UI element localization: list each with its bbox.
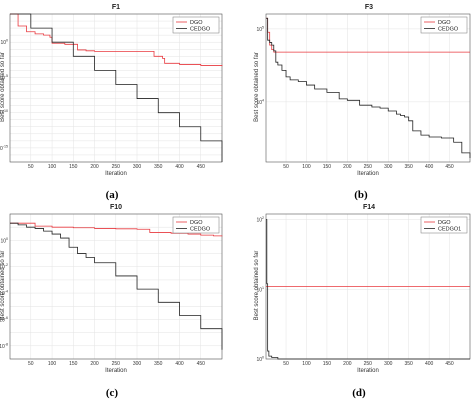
x-tick-label: 300 — [384, 361, 393, 367]
axes-frame — [9, 213, 223, 360]
y-tick-label: 10-5 — [0, 74, 8, 82]
x-tick-label: 100 — [48, 361, 57, 367]
x-tick-label: 350 — [405, 164, 414, 170]
series-line-dgo — [10, 222, 223, 237]
x-tick-label: 250 — [112, 361, 121, 367]
legend-entry: CEDGO — [438, 27, 459, 33]
y-axis-label: Best score obtained so far — [0, 251, 6, 321]
x-tick-label: 200 — [90, 164, 99, 170]
series-line-cedgo — [266, 17, 471, 159]
x-tick-label: 100 — [302, 361, 311, 367]
x-tick-label: 50 — [28, 164, 34, 170]
chart-title: F3 — [365, 4, 373, 11]
x-tick-label: 300 — [133, 361, 142, 367]
legend-entry: CEDGO — [190, 227, 211, 233]
series-line-cedgo — [10, 222, 223, 350]
x-tick-label: 250 — [364, 164, 373, 170]
y-tick-label: 100 — [256, 356, 264, 364]
chart-panel-1: 50 100 150 200 250 300 350 400 450 100 10-5 10-10 10… — [0, 4, 223, 201]
x-axis-label: Iteration — [357, 368, 379, 374]
x-tick-label: 150 — [69, 361, 78, 367]
legend-box — [420, 16, 468, 34]
x-tick-label: 350 — [154, 361, 163, 367]
axes-frame — [9, 13, 223, 163]
x-tick-label: 50 — [28, 361, 34, 367]
x-axis-label: Iteration — [105, 368, 127, 374]
y-tick-label: 102 — [256, 216, 264, 224]
x-tick-label: 350 — [405, 361, 414, 367]
x-tick-label: 450 — [197, 361, 206, 367]
y-tick-label: 100 — [0, 237, 8, 245]
x-tick-label: 300 — [384, 164, 393, 170]
x-tick-label: 400 — [175, 361, 184, 367]
x-axis-label: Iteration — [105, 171, 127, 177]
x-tick-label: 350 — [154, 164, 163, 170]
y-tick-label: 105 — [256, 25, 264, 33]
legend-entry: DGO — [438, 220, 451, 226]
x-tick-label: 400 — [425, 361, 434, 367]
axes-frame — [265, 13, 471, 163]
y-tick-label: 10-15 — [0, 144, 8, 152]
legend-entry: DGO — [190, 220, 203, 226]
panel-caption: (a) — [106, 189, 119, 201]
y-axis-label: Best score obtained so far — [254, 52, 260, 122]
x-tick-label: 400 — [425, 164, 434, 170]
x-tick-label: 150 — [323, 361, 332, 367]
legend-entry: DGO — [438, 20, 451, 26]
x-tick-label: 450 — [445, 361, 454, 367]
y-tick-label: 10-8 — [0, 342, 8, 350]
series-line-cedgo — [10, 13, 223, 162]
legend-entry: CEDGO — [190, 27, 211, 33]
chart-title: F10 — [110, 204, 122, 211]
legend-entry: CEDGO1 — [438, 227, 461, 233]
panel-caption: (d) — [352, 387, 366, 399]
x-tick-label: 50 — [283, 361, 289, 367]
y-tick-label: 104 — [256, 98, 264, 106]
legend-box — [420, 216, 468, 234]
x-tick-label: 250 — [112, 164, 121, 170]
y-tick-label: 101 — [256, 286, 264, 294]
panel-caption: (b) — [354, 189, 368, 201]
chart-panel-4: 50 100 150 200 250 300 350 400 450 102 101 100 F14 It… — [254, 204, 471, 399]
y-tick-label: 10-2 — [0, 263, 8, 271]
y-axis-label: Best score obtained so far — [254, 251, 260, 321]
panel-caption: (c) — [106, 387, 119, 399]
x-tick-label: 100 — [48, 164, 57, 170]
y-tick-label: 10-6 — [0, 316, 8, 324]
chart-panel-3: 50 100 150 200 250 300 350 400 450 100 10-2 10-4 10-… — [0, 204, 223, 399]
chart-title: F1 — [112, 4, 120, 11]
x-tick-label: 150 — [69, 164, 78, 170]
x-tick-label: 400 — [175, 164, 184, 170]
x-tick-label: 150 — [323, 164, 332, 170]
chart-panel-2: 50 100 150 200 250 300 350 400 450 105 104 F3 Iterat… — [254, 4, 471, 201]
series-line-cedgo1 — [266, 219, 470, 360]
x-tick-label: 250 — [364, 361, 373, 367]
x-tick-label: 200 — [90, 361, 99, 367]
y-tick-label: 10-4 — [0, 290, 8, 298]
x-axis-label: Iteration — [357, 171, 379, 177]
chart-title: F14 — [363, 204, 375, 211]
legend-box — [172, 16, 220, 34]
x-tick-label: 200 — [343, 361, 352, 367]
x-tick-label: 100 — [302, 164, 311, 170]
x-tick-label: 50 — [283, 164, 289, 170]
x-tick-label: 200 — [343, 164, 352, 170]
x-tick-label: 450 — [197, 164, 206, 170]
legend-box — [172, 216, 220, 234]
legend-entry: DGO — [190, 20, 203, 26]
y-tick-label: 10-10 — [0, 109, 8, 117]
y-tick-label: 100 — [0, 39, 8, 47]
series-line-dgo — [10, 13, 223, 67]
x-tick-label: 450 — [445, 164, 454, 170]
x-tick-label: 300 — [133, 164, 142, 170]
y-axis-label: Best score obtained so far — [0, 52, 6, 122]
